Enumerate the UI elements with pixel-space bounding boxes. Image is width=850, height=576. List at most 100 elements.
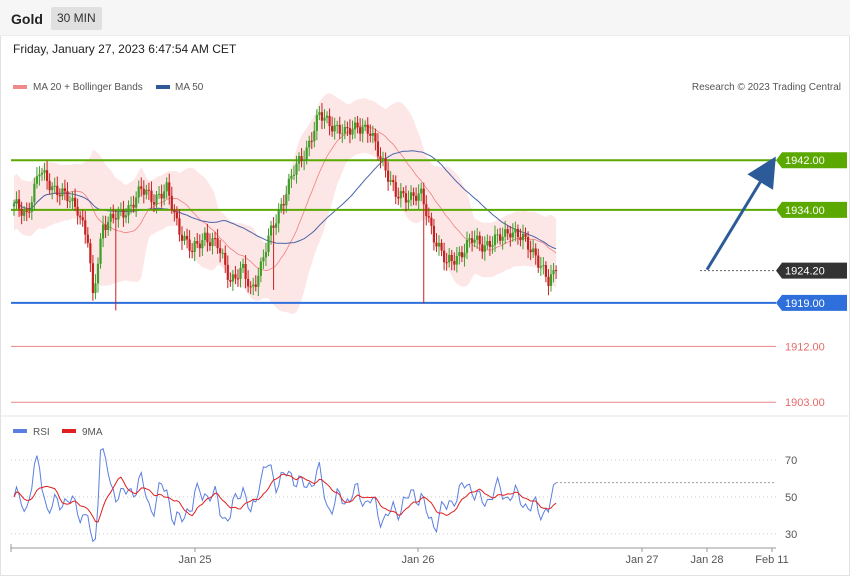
candle (201, 233, 204, 256)
candle (450, 249, 453, 271)
candle (308, 135, 311, 157)
level-badges: 1942.00 1934.00 1924.20 1919.00 1912.00 1903.… (776, 152, 847, 409)
rsi-legend-swatch (13, 429, 27, 433)
candle (241, 258, 245, 273)
candle (213, 231, 217, 247)
candle (94, 274, 97, 300)
instrument-title: Gold (11, 11, 43, 27)
rsi-line (13, 447, 557, 543)
candle (404, 185, 408, 212)
candle (432, 218, 436, 251)
candle (129, 196, 133, 214)
candle (99, 233, 102, 269)
support-2-label: 1903.00 (785, 397, 825, 409)
candle (23, 206, 26, 221)
current-price-label: 1924.20 (776, 262, 847, 279)
candle (168, 173, 171, 205)
candle (417, 184, 420, 210)
candle (280, 198, 283, 214)
candle (526, 231, 530, 259)
ma50-legend-label: MA 50 (175, 82, 204, 93)
candle (336, 120, 339, 134)
candle (415, 187, 418, 206)
candle (234, 265, 237, 285)
candle (468, 233, 471, 248)
candle (397, 187, 400, 206)
candle (356, 116, 359, 134)
candle (35, 167, 39, 189)
candle (84, 210, 87, 244)
candle (68, 195, 72, 209)
candle (45, 160, 49, 190)
candle (257, 267, 260, 297)
header-bar: Gold 30 MIN (0, 0, 850, 36)
candle (514, 221, 517, 242)
candle (483, 236, 486, 261)
candle (43, 162, 46, 181)
candle (521, 224, 525, 250)
candle (361, 118, 364, 143)
rsi-tick-label: 30 (785, 529, 797, 541)
candle (379, 147, 382, 169)
candle (402, 187, 405, 198)
candle (519, 228, 522, 247)
candle (142, 180, 145, 204)
candle (135, 191, 138, 217)
candle (249, 281, 252, 295)
candle (15, 191, 18, 209)
candle (407, 190, 410, 211)
candle (132, 195, 135, 213)
candle (338, 116, 341, 139)
candle (33, 177, 36, 211)
candle (112, 204, 115, 224)
candle (351, 120, 354, 140)
candle (175, 206, 178, 226)
candle (122, 200, 125, 227)
candle (448, 248, 451, 268)
candle (435, 233, 438, 253)
candle (437, 235, 441, 256)
candle (310, 132, 313, 150)
candle (471, 230, 474, 252)
candle (81, 209, 84, 227)
candle (56, 176, 59, 203)
candle (180, 226, 184, 250)
candle (300, 148, 303, 168)
candlesticks (12, 103, 558, 311)
candle (295, 155, 298, 184)
candle (224, 245, 227, 274)
candle (254, 275, 257, 292)
candle (40, 168, 44, 181)
svg-text:1919.00: 1919.00 (785, 298, 825, 310)
candle (325, 111, 329, 124)
ma20-legend-label: MA 20 + Bollinger Bands (33, 82, 143, 93)
candle (544, 261, 548, 283)
candle (183, 231, 186, 245)
candle (219, 239, 222, 263)
candle (511, 223, 514, 242)
candle (524, 227, 527, 242)
candle (387, 161, 390, 191)
candle (53, 177, 56, 193)
candle (458, 246, 461, 265)
candle (534, 243, 537, 265)
candle (331, 116, 334, 137)
candle (147, 182, 150, 200)
candle (150, 181, 153, 209)
x-tick-label: Jan 25 (178, 554, 211, 566)
candle (152, 194, 156, 213)
svg-text:1924.20: 1924.20 (785, 266, 825, 278)
candle (481, 236, 484, 259)
candle (188, 230, 191, 259)
candle (493, 225, 497, 253)
timeframe-badge[interactable]: 30 MIN (51, 7, 102, 30)
candle (389, 171, 392, 186)
candle (343, 120, 346, 140)
candle (552, 262, 555, 283)
candle (196, 232, 199, 249)
candle (277, 203, 280, 233)
candle (101, 215, 105, 248)
x-tick-label: Jan 26 (401, 554, 434, 566)
x-tick-label: Feb 11 (755, 554, 788, 566)
